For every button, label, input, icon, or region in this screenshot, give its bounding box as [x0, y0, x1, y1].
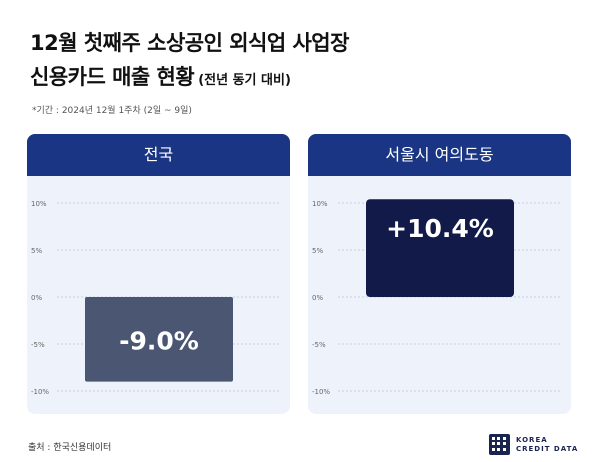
period-note: *기간 : 2024년 12월 1주차 (2일 ~ 9일)	[32, 106, 192, 116]
title-line-2: 신용카드 매출 현황 (전년 동기 대비)	[30, 60, 349, 98]
source-note: 출처 : 한국신용데이터	[28, 443, 112, 453]
y-tick-label: 10%	[312, 200, 328, 208]
chart-panel-national: 전국 10% 5% 0% -5% -10% -9.0%	[27, 134, 290, 414]
logo-text-line-2: CREDIT DATA	[516, 444, 579, 453]
y-tick-label: 5%	[312, 247, 323, 255]
chart-header-national: 전국	[27, 134, 290, 176]
korea-credit-data-logo: KOREA CREDIT DATA	[489, 434, 578, 455]
y-tick-label: 0%	[312, 294, 323, 302]
logo-text-line-1: KOREA	[516, 435, 548, 444]
y-tick-label: -5%	[312, 341, 326, 349]
y-tick-label: -10%	[31, 388, 49, 396]
chart-yeouido: 10% 5% 0% -5% -10% +10.4%	[312, 199, 560, 396]
y-tick-label: 10%	[31, 200, 47, 208]
chart-national: 10% 5% 0% -5% -10% -9.0%	[31, 200, 279, 396]
chart-panel-yeouido: 서울시 여의도동 10% 5% 0% -5% -10% +10.4%	[308, 134, 571, 414]
bar-data-label: -9.0%	[119, 326, 199, 355]
bar	[366, 199, 514, 297]
y-tick-label: 5%	[31, 247, 42, 255]
y-tick-label: 0%	[31, 294, 42, 302]
chart-header-yeouido: 서울시 여의도동	[308, 134, 571, 176]
bar	[85, 297, 233, 382]
title-main-text: 신용카드 매출 현황	[30, 65, 195, 89]
title-sub-text: (전년 동기 대비)	[198, 73, 291, 88]
y-tick-label: -5%	[31, 341, 45, 349]
y-tick-label: -10%	[312, 388, 330, 396]
title-line-1: 12월 첫째주 소상공인 외식업 사업장	[30, 31, 349, 55]
logo-mark-icon	[489, 434, 510, 455]
logo-text: KOREA CREDIT DATA	[516, 436, 578, 454]
page-title: 12월 첫째주 소상공인 외식업 사업장 신용카드 매출 현황 (전년 동기 대비…	[30, 26, 349, 98]
bar-data-label: +10.4%	[386, 214, 494, 243]
